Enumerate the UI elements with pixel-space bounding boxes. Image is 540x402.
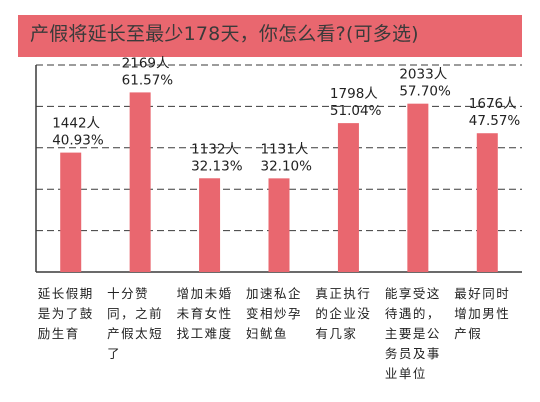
- count-label-3: 1131人: [261, 141, 309, 157]
- count-label-2: 1132人: [191, 141, 239, 157]
- percent-label-5: 57.70%: [399, 84, 451, 100]
- category-label-6: 最好同时增加男性产假: [454, 286, 511, 341]
- percent-label-4: 51.04%: [330, 103, 382, 119]
- title-bar: [18, 15, 522, 57]
- category-label-3: 加速私企变相炒孕妇鱿鱼: [246, 286, 303, 341]
- count-label-0: 1442人: [52, 116, 100, 132]
- bar-6: [476, 133, 498, 272]
- percent-label-1: 61.57%: [122, 72, 174, 88]
- count-label-6: 1676人: [469, 96, 517, 112]
- bar-1: [129, 92, 151, 272]
- percent-label-6: 47.57%: [469, 113, 521, 129]
- count-label-1: 2169人: [122, 55, 170, 71]
- bar-5: [407, 103, 429, 272]
- category-label-0: 延长假期是为了鼓励生育: [37, 286, 94, 341]
- bar-3: [268, 178, 290, 272]
- chart-title: 产假将延长至最少178天，你怎么看?(可多选): [30, 23, 419, 45]
- bar-2: [199, 178, 221, 272]
- bar-0: [60, 152, 82, 272]
- percent-label-2: 32.13%: [191, 158, 243, 174]
- category-label-5: 能享受这待遇的，主要是公务员及事业单位: [384, 286, 441, 381]
- count-label-5: 2033人: [399, 67, 447, 83]
- percent-label-3: 32.10%: [261, 158, 313, 174]
- bar-4: [337, 123, 359, 272]
- category-label-1: 十分赞同，之前产假太短了: [107, 286, 164, 361]
- count-label-4: 1798人: [330, 86, 378, 102]
- category-label-4: 真正执行的企业没有几家: [315, 286, 372, 341]
- percent-label-0: 40.93%: [52, 133, 104, 149]
- category-label-2: 增加未婚未育女性找工难度: [176, 286, 233, 341]
